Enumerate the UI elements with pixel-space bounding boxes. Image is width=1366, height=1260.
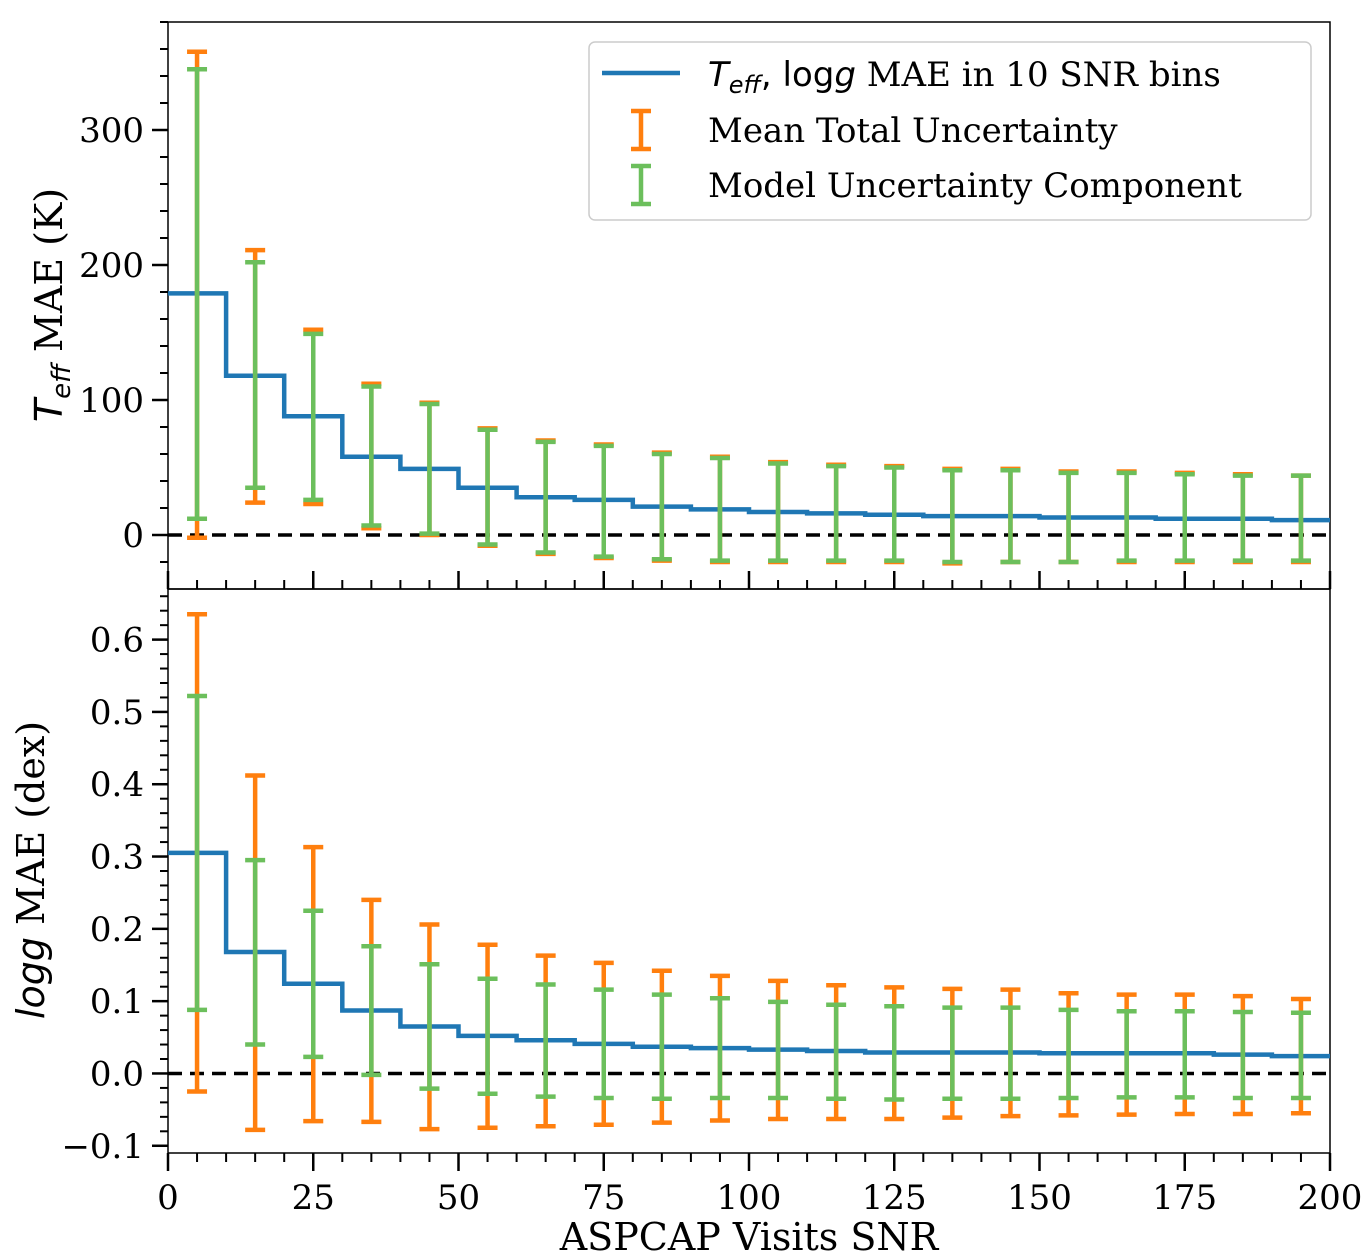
bottom-model-uncertainty-errorbar xyxy=(768,999,789,1101)
bottom-y-tick-label: 0.1 xyxy=(90,982,144,1022)
legend: Teff, logg MAE in 10 SNR bins Mean Total… xyxy=(588,41,1312,221)
top-y-axis-title-symbol: T xyxy=(27,396,71,422)
legend-frame xyxy=(588,41,1312,221)
bottom-x-tick-label: 0 xyxy=(157,1178,179,1218)
top-mae-step-line xyxy=(168,291,1330,523)
top-plot-content xyxy=(168,49,1330,566)
bottom-model-uncertainty-errorbar xyxy=(1232,1009,1253,1101)
bottom-x-tick-label: 175 xyxy=(1152,1178,1217,1218)
bottom-x-tick-label: 50 xyxy=(437,1178,480,1218)
top-model-uncertainty-errorbar xyxy=(651,451,672,562)
top-model-uncertainty-errorbar xyxy=(709,455,730,563)
top-model-uncertainty-errorbar xyxy=(942,467,963,565)
bottom-model-uncertainty-errorbar xyxy=(651,992,672,1102)
bottom-axes: −0.1 0.0 0.1 0.2 0.3 0.4 0.5 0.6 0 25 50 75 100 125 15… xyxy=(61,595,1363,1218)
bottom-y-tick-label: 0.0 xyxy=(90,1054,144,1094)
bottom-model-uncertainty-errorbars xyxy=(187,693,1311,1102)
legend-label-model: Model Uncertainty Component xyxy=(708,166,1242,206)
bottom-plot-content xyxy=(168,612,1330,1133)
bottom-model-uncertainty-errorbar xyxy=(1290,1010,1311,1101)
bottom-y-axis-title-rest: MAE (dex) xyxy=(9,721,53,937)
top-model-uncertainty-errorbar xyxy=(1000,467,1021,565)
top-y-axis-title-subscript: eff xyxy=(47,361,77,399)
top-model-uncertainty-errorbar xyxy=(535,439,556,555)
legend-label-mae-rest: MAE in 10 SNR bins xyxy=(856,55,1221,95)
top-model-uncertainty-errorbar xyxy=(1232,473,1253,563)
bottom-y-tick-label: 0.5 xyxy=(90,693,144,733)
top-model-uncertainty-errorbar xyxy=(361,384,382,528)
top-y-tick-label: 300 xyxy=(79,111,144,151)
top-model-uncertainty-errorbar xyxy=(1116,470,1137,563)
legend-model-marker xyxy=(631,163,651,207)
bottom-x-tick-label: 200 xyxy=(1298,1178,1363,1218)
x-axis-title: ASPCAP Visits SNR xyxy=(559,1215,940,1259)
bottom-model-uncertainty-errorbar xyxy=(419,962,440,1091)
bottom-y-tick-label: 0.4 xyxy=(90,765,144,805)
bottom-y-axis-title: logg MAE (dex) xyxy=(9,721,53,1019)
bottom-mae-step-line xyxy=(168,850,1330,1059)
legend-total-marker xyxy=(631,108,651,152)
bottom-model-uncertainty-errorbar xyxy=(477,976,498,1096)
top-model-uncertainty-errorbar xyxy=(419,401,440,536)
legend-label-total: Mean Total Uncertainty xyxy=(708,111,1118,151)
top-y-tick-label: 0 xyxy=(122,516,144,556)
top-model-uncertainty-errorbar xyxy=(826,463,847,563)
bottom-x-tick-label: 125 xyxy=(862,1178,927,1218)
top-model-uncertainty-errorbar xyxy=(593,443,614,559)
top-model-uncertainty-errorbar xyxy=(477,427,498,547)
legend-label-mae-comma: , xyxy=(761,55,783,95)
bottom-y-tick-label: 0.3 xyxy=(90,838,144,878)
top-model-uncertainty-errorbar xyxy=(884,465,905,563)
top-panel: 0 100 200 300 Teff MAE (K) Teff, logg MAE i… xyxy=(27,21,1332,590)
legend-label-mae-subscript: eff xyxy=(729,71,764,99)
top-model-uncertainty-errorbar xyxy=(187,67,208,522)
bottom-model-uncertainty-errorbar xyxy=(942,1005,963,1102)
bottom-x-tick-label: 25 xyxy=(292,1178,335,1218)
bottom-model-uncertainty-errorbar xyxy=(593,987,614,1101)
top-model-uncertainty-errorbar xyxy=(768,461,789,563)
top-model-uncertainty-errorbars xyxy=(187,67,1311,565)
bottom-model-uncertainty-errorbar xyxy=(1116,1009,1137,1100)
legend-label-mae-symbol: T xyxy=(708,55,731,95)
top-y-tick-label: 200 xyxy=(79,246,144,286)
bottom-model-uncertainty-errorbar xyxy=(361,943,382,1078)
top-model-uncertainty-errorbar xyxy=(1290,473,1311,563)
top-y-axis-title: Teff MAE (K) xyxy=(27,188,77,422)
top-model-uncertainty-errorbar xyxy=(1058,470,1079,565)
bottom-y-tick-label: 0.2 xyxy=(90,910,144,950)
bottom-x-tick-label: 150 xyxy=(1007,1178,1072,1218)
bottom-model-uncertainty-errorbar xyxy=(1058,1007,1079,1101)
top-model-uncertainty-errorbar xyxy=(245,260,266,490)
legend-label-mae: Teff, logg MAE in 10 SNR bins xyxy=(708,55,1221,99)
bottom-model-uncertainty-errorbar xyxy=(709,996,730,1101)
legend-label-mae-log: log xyxy=(783,55,835,95)
bottom-plot-frame xyxy=(167,588,1331,1154)
bottom-model-uncertainty-errorbar xyxy=(187,693,208,1013)
bottom-model-uncertainty-errorbar xyxy=(303,908,324,1060)
bottom-y-axis-title-symbol: logg xyxy=(9,937,53,1019)
bottom-model-uncertainty-errorbar xyxy=(826,1002,847,1102)
bottom-model-uncertainty-errorbar xyxy=(535,982,556,1099)
top-y-tick-label: 100 xyxy=(79,381,144,421)
top-axes: 0 100 200 300 xyxy=(79,21,1332,589)
bottom-y-tick-label: 0.6 xyxy=(90,621,144,661)
bottom-y-tick-label: −0.1 xyxy=(61,1127,144,1167)
bottom-panel: −0.1 0.0 0.1 0.2 0.3 0.4 0.5 0.6 0 25 50 75 100 125 15… xyxy=(9,588,1363,1259)
top-y-axis-title-rest: MAE (K) xyxy=(27,188,71,364)
top-model-uncertainty-errorbar xyxy=(1174,472,1195,563)
bottom-model-uncertainty-errorbar xyxy=(1000,1005,1021,1102)
top-model-uncertainty-errorbar xyxy=(303,331,324,503)
bottom-model-uncertainty-errorbar xyxy=(884,1003,905,1102)
legend-label-mae-g: g xyxy=(834,55,856,95)
bottom-model-uncertainty-errorbar xyxy=(1174,1009,1195,1100)
bottom-model-uncertainty-errorbar xyxy=(245,857,266,1047)
bottom-x-tick-label: 100 xyxy=(717,1178,782,1218)
bottom-x-tick-label: 75 xyxy=(582,1178,625,1218)
